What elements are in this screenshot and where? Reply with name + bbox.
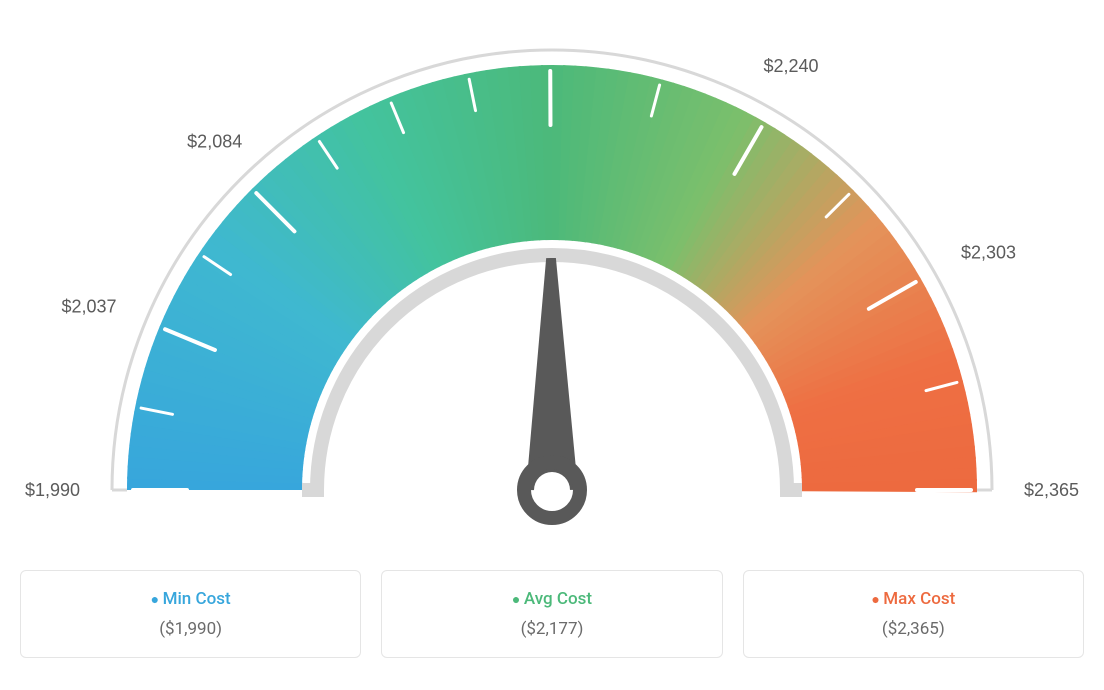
- legend-row: Min Cost ($1,990) Avg Cost ($2,177) Max …: [20, 570, 1084, 658]
- svg-text:$2,240: $2,240: [763, 56, 818, 76]
- svg-text:$2,037: $2,037: [62, 297, 117, 317]
- gauge-svg-wrap: $1,990$2,037$2,084$2,177$2,240$2,303$2,3…: [20, 20, 1084, 540]
- gauge-svg: $1,990$2,037$2,084$2,177$2,240$2,303$2,3…: [20, 20, 1084, 540]
- legend-avg-value: ($2,177): [402, 619, 701, 639]
- svg-text:$2,303: $2,303: [961, 243, 1016, 263]
- legend-min-value: ($1,990): [41, 619, 340, 639]
- svg-text:$2,084: $2,084: [187, 131, 242, 151]
- legend-card-avg: Avg Cost ($2,177): [381, 570, 722, 658]
- legend-max-label: Max Cost: [764, 589, 1063, 609]
- svg-text:$2,365: $2,365: [1024, 480, 1079, 500]
- legend-card-max: Max Cost ($2,365): [743, 570, 1084, 658]
- svg-text:$1,990: $1,990: [25, 480, 80, 500]
- legend-card-min: Min Cost ($1,990): [20, 570, 361, 658]
- cost-gauge-chart: $1,990$2,037$2,084$2,177$2,240$2,303$2,3…: [20, 20, 1084, 658]
- legend-max-value: ($2,365): [764, 619, 1063, 639]
- legend-avg-label: Avg Cost: [402, 589, 701, 609]
- legend-min-label: Min Cost: [41, 589, 340, 609]
